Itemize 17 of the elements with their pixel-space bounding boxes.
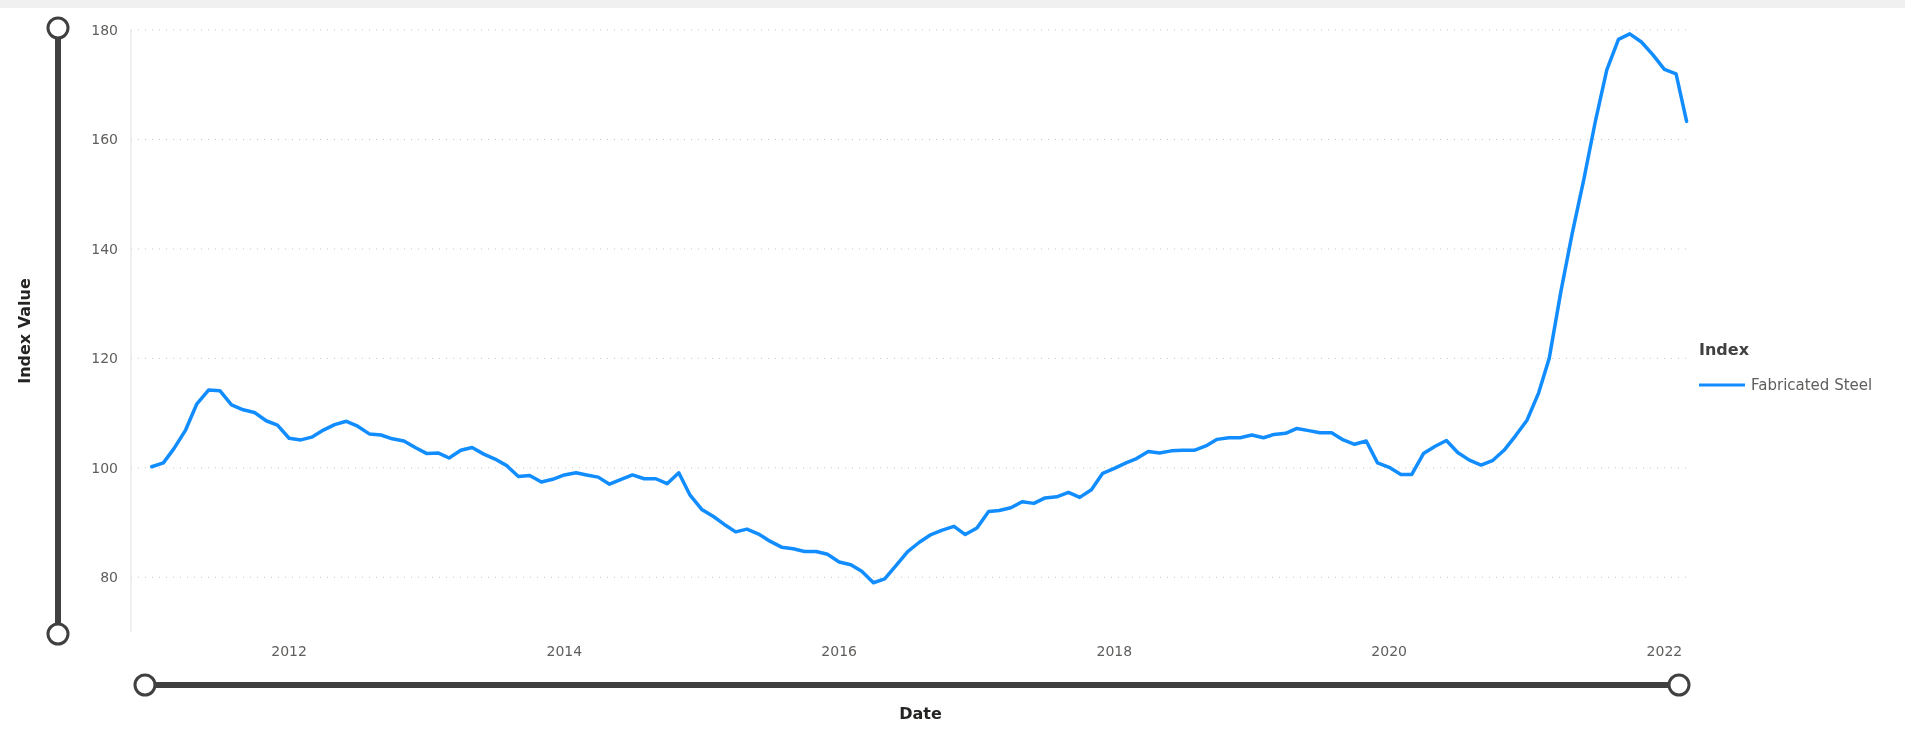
legend-label: Fabricated Steel (1751, 376, 1873, 395)
x-tick-label: 2018 (1096, 643, 1133, 659)
x-tick-label: 2016 (821, 643, 858, 659)
y-tick-label: 80 (100, 569, 118, 586)
x-axis-title: Date (899, 704, 942, 723)
x-tick-label: 2014 (546, 643, 583, 659)
line-series (149, 32, 1689, 585)
legend-title: Index (1699, 340, 1750, 359)
y-tick-label: 140 (91, 240, 118, 257)
y-tick-label: 160 (91, 131, 118, 148)
y-axis-title: Index Value (15, 278, 34, 384)
y-tick-label: 180 (91, 21, 118, 38)
x-tick-label: 2012 (271, 643, 307, 659)
y-tick-label: 120 (91, 350, 118, 367)
x-tick-label: 2022 (1646, 643, 1683, 659)
x-tick-label: 2020 (1371, 643, 1408, 659)
y-tick-label: 100 (91, 459, 118, 476)
